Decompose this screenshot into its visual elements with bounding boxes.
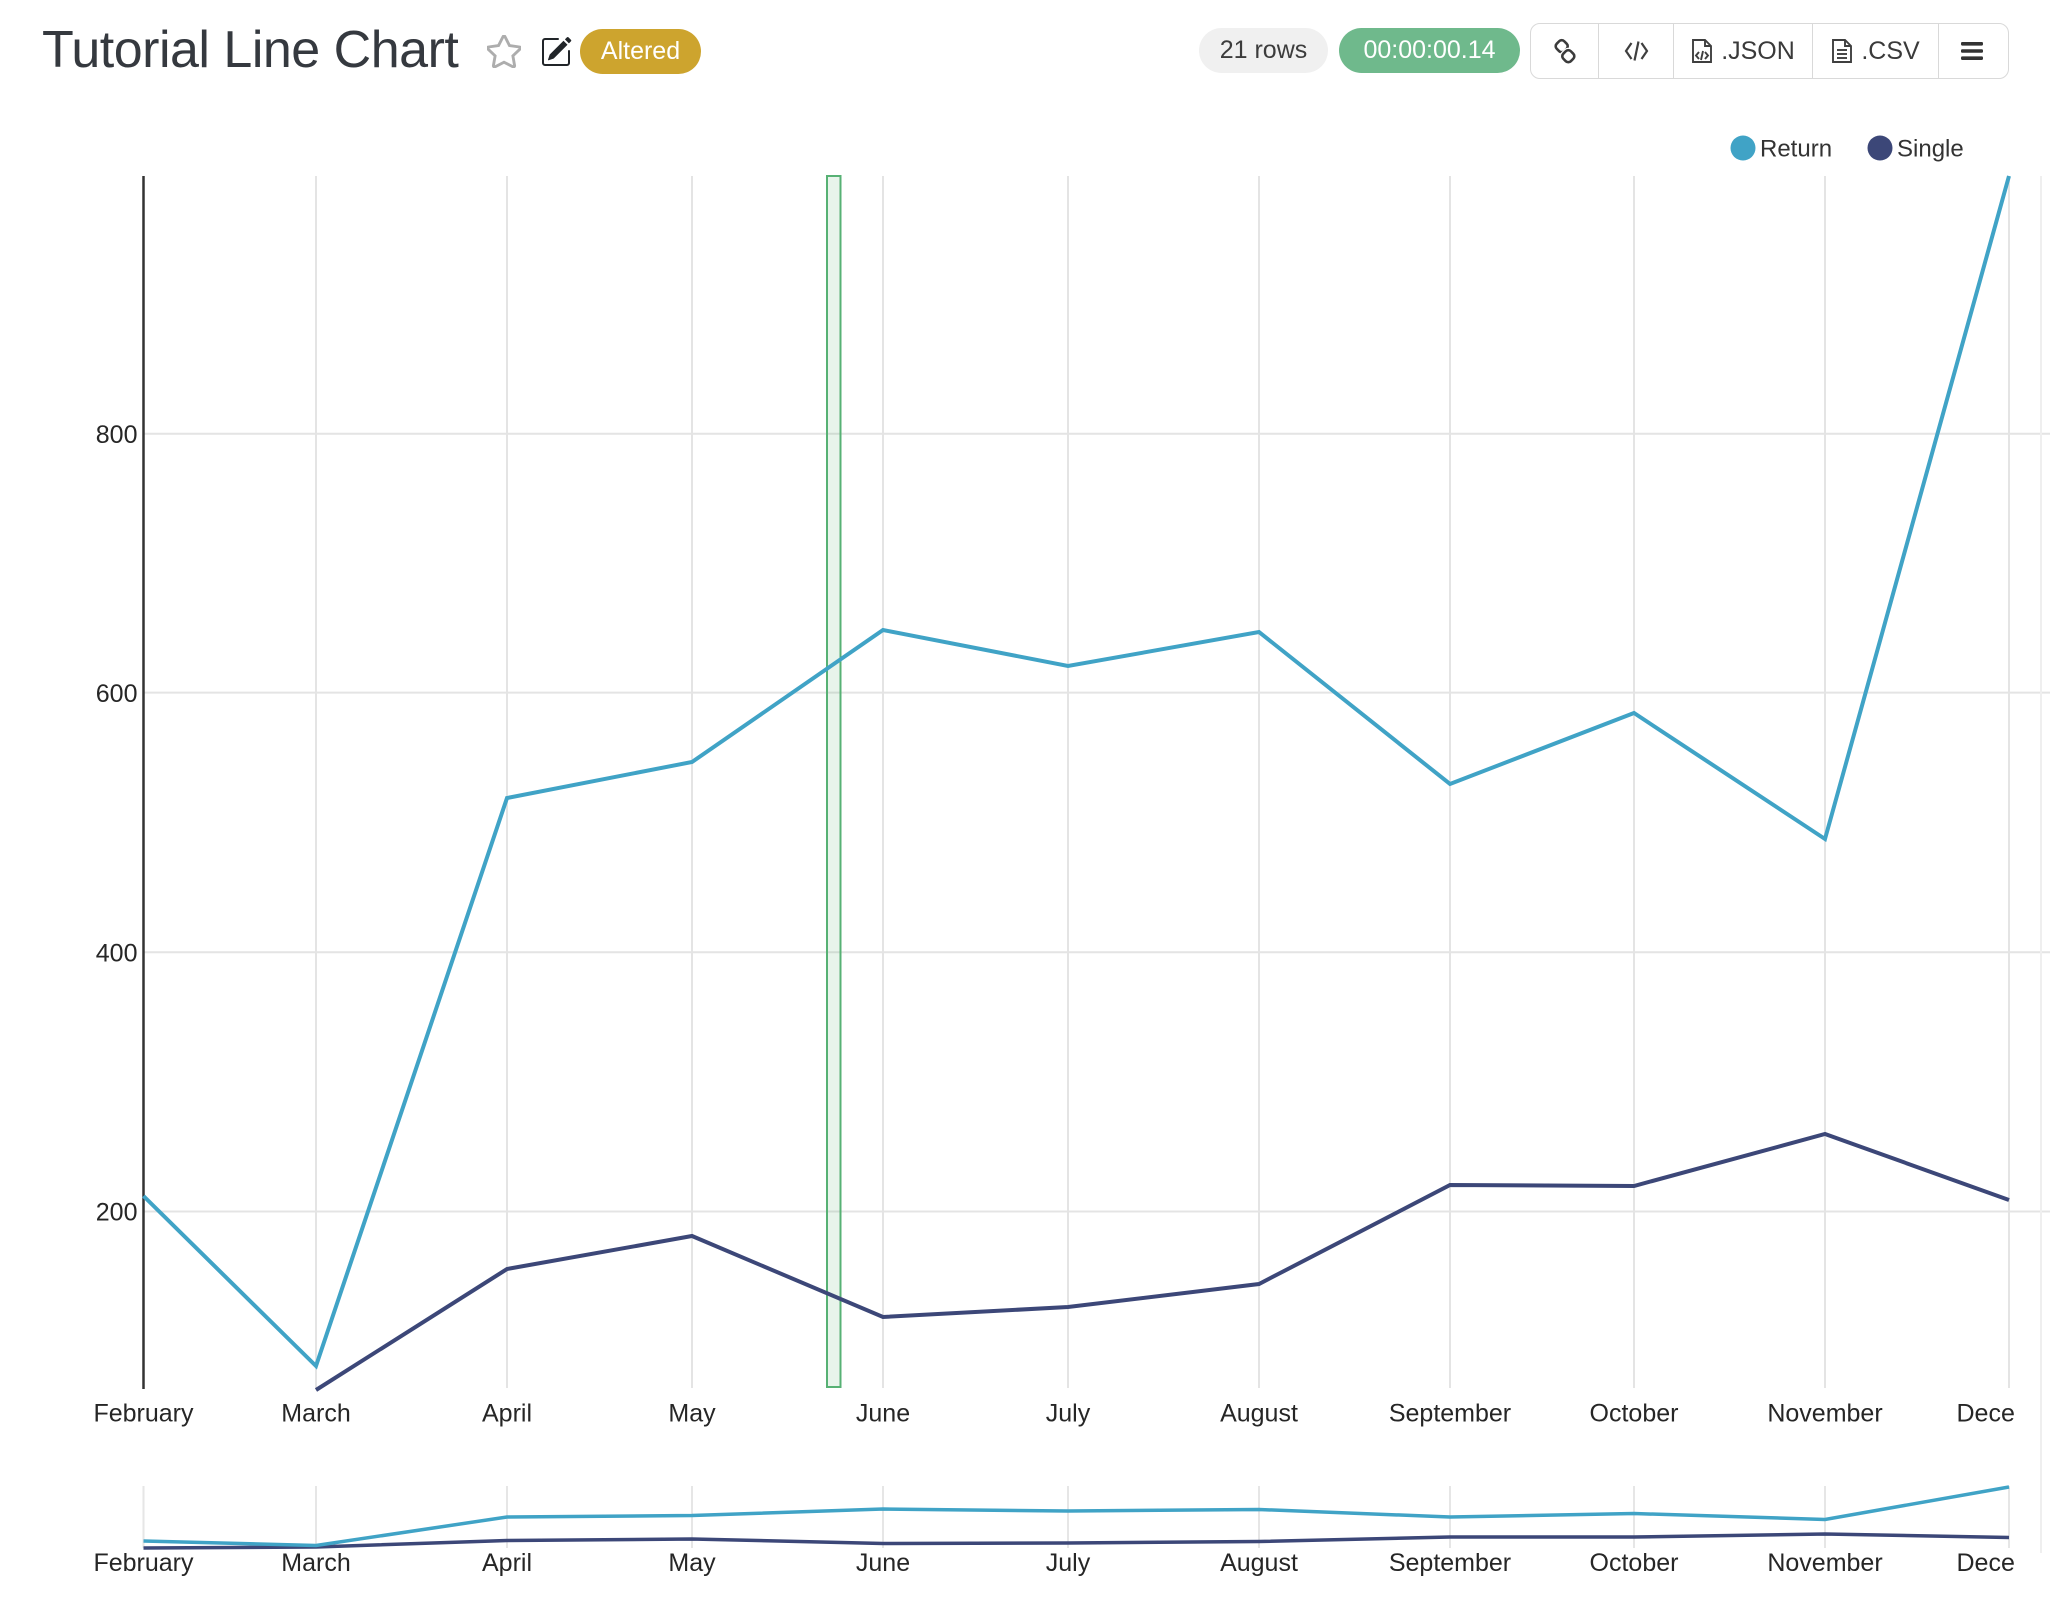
svg-text:Dece: Dece [1957, 1400, 2015, 1428]
svg-text:600: 600 [96, 680, 138, 708]
svg-text:October: October [1590, 1549, 1679, 1577]
svg-text:Return: Return [1760, 136, 1832, 163]
svg-text:May: May [668, 1400, 716, 1428]
svg-text:800: 800 [96, 421, 138, 449]
svg-text:July: July [1046, 1400, 1091, 1428]
svg-text:May: May [668, 1549, 716, 1577]
svg-text:November: November [1767, 1549, 1882, 1577]
svg-text:August: August [1220, 1549, 1298, 1577]
svg-text:Dece: Dece [1957, 1549, 2015, 1577]
svg-text:March: March [281, 1549, 350, 1577]
svg-text:October: October [1590, 1400, 1679, 1428]
svg-text:February: February [93, 1400, 194, 1428]
svg-text:September: September [1389, 1549, 1511, 1577]
svg-text:June: June [856, 1400, 910, 1428]
svg-text:400: 400 [96, 940, 138, 968]
svg-text:September: September [1389, 1400, 1511, 1428]
svg-text:Single: Single [1897, 136, 1964, 163]
svg-text:February: February [93, 1549, 194, 1577]
svg-text:August: August [1220, 1400, 1298, 1428]
svg-text:November: November [1767, 1400, 1882, 1428]
svg-text:April: April [482, 1400, 532, 1428]
svg-text:200: 200 [96, 1199, 138, 1227]
svg-text:April: April [482, 1549, 532, 1577]
svg-text:July: July [1046, 1549, 1091, 1577]
svg-text:June: June [856, 1549, 910, 1577]
svg-text:March: March [281, 1400, 350, 1428]
